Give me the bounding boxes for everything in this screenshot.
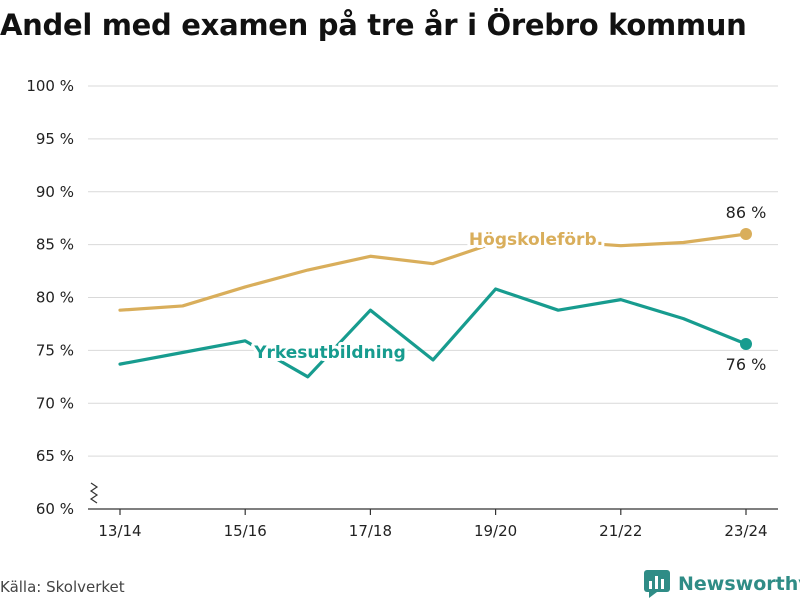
y-tick-label: 95 % (36, 130, 74, 148)
series-line (118, 232, 748, 312)
brand-name: Newsworthy (678, 573, 800, 595)
source-note: Källa: Skolverket (0, 578, 125, 596)
x-tick-label: 17/18 (349, 522, 392, 540)
series-line (118, 287, 748, 379)
end-value-label: 76 % (726, 355, 767, 374)
y-tick-label: 85 % (36, 236, 74, 254)
chart-title: Andel med examen på tre år i Örebro komm… (0, 8, 747, 42)
series-label: Yrkesutbildning (253, 343, 406, 363)
x-tick-label: 19/20 (474, 522, 517, 540)
series-end-point (740, 228, 752, 241)
series-lines (118, 228, 752, 379)
y-tick-label: 65 % (36, 447, 74, 465)
y-tick-label: 80 % (36, 289, 74, 307)
series-label-halo: Yrkesutbildning (253, 343, 406, 363)
y-tick-label: 90 % (36, 183, 74, 201)
y-tick-label: 100 % (26, 77, 74, 95)
end-value-label: 86 % (726, 203, 767, 222)
x-axis: 13/14 15/16 17/18 19/20 21/22 23/24 (88, 482, 778, 540)
y-axis-tick-labels: 100 % 95 % 90 % 85 % 80 % 75 % 70 % 65 % 60 % (26, 77, 74, 518)
newsworthy-logo-icon (644, 570, 670, 598)
series-label-halo: Högskoleförb. (469, 230, 603, 250)
y-tick-label: 60 % (36, 500, 74, 518)
axis-break-mark (89, 482, 99, 504)
x-tick-label: 13/14 (98, 522, 141, 540)
y-tick-label: 75 % (36, 341, 74, 359)
brand-logo: Newsworthy (644, 570, 800, 598)
y-tick-label: 70 % (36, 394, 74, 412)
x-tick-label: 23/24 (724, 522, 767, 540)
series-label: Högskoleförb. (469, 230, 603, 250)
x-tick-label: 21/22 (599, 522, 642, 540)
grid-lines (88, 85, 778, 457)
series-end-point (740, 338, 752, 351)
x-tick-label: 15/16 (224, 522, 267, 540)
series-labels: Högskoleförb.Högskoleförb.Yrkesutbildnin… (250, 203, 767, 374)
